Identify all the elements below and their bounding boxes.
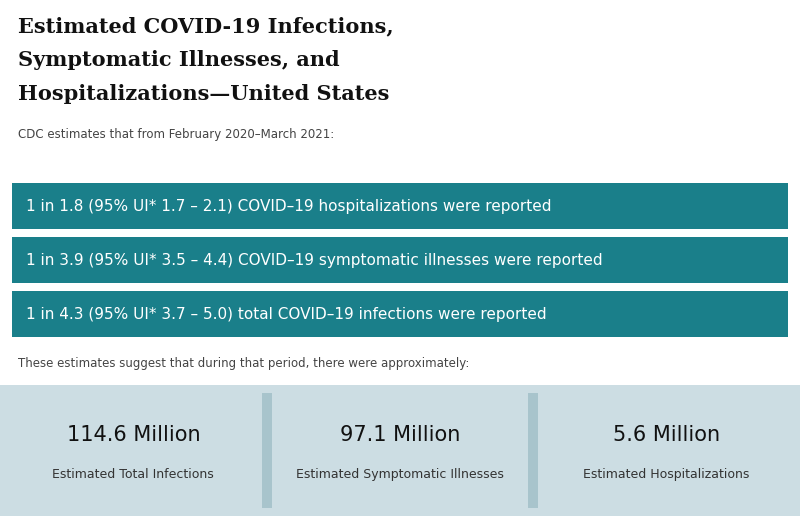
FancyBboxPatch shape [262,393,272,508]
Text: 5.6 Million: 5.6 Million [613,425,720,445]
Text: 1 in 1.8 (95% UI* 1.7 – 2.1) COVID–19 hospitalizations were reported: 1 in 1.8 (95% UI* 1.7 – 2.1) COVID–19 ho… [26,199,551,214]
FancyBboxPatch shape [12,237,788,283]
FancyBboxPatch shape [0,385,800,516]
FancyBboxPatch shape [12,183,788,229]
Text: 1 in 3.9 (95% UI* 3.5 – 4.4) COVID–19 symptomatic illnesses were reported: 1 in 3.9 (95% UI* 3.5 – 4.4) COVID–19 sy… [26,253,602,267]
Text: Estimated Symptomatic Illnesses: Estimated Symptomatic Illnesses [296,467,504,480]
Text: Symptomatic Illnesses, and: Symptomatic Illnesses, and [18,50,340,70]
Text: Hospitalizations—United States: Hospitalizations—United States [18,84,390,104]
Text: Estimated Hospitalizations: Estimated Hospitalizations [583,467,750,480]
Text: CDC estimates that from February 2020–March 2021:: CDC estimates that from February 2020–Ma… [18,128,334,141]
Text: These estimates suggest that during that period, there were approximately:: These estimates suggest that during that… [18,357,470,370]
Text: 114.6 Million: 114.6 Million [66,425,200,445]
Text: Estimated Total Infections: Estimated Total Infections [53,467,214,480]
Text: 1 in 4.3 (95% UI* 3.7 – 5.0) total COVID–19 infections were reported: 1 in 4.3 (95% UI* 3.7 – 5.0) total COVID… [26,306,546,321]
Text: 97.1 Million: 97.1 Million [340,425,460,445]
Text: Estimated COVID-19 Infections,: Estimated COVID-19 Infections, [18,16,394,36]
FancyBboxPatch shape [528,393,538,508]
FancyBboxPatch shape [12,291,788,337]
